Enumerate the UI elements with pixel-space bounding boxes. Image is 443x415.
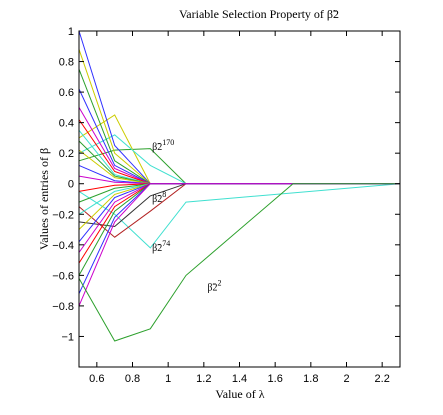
y-tick-label: −0.2	[52, 209, 74, 221]
y-tick-label: −1	[61, 331, 74, 343]
series-line-28	[78, 183, 400, 307]
y-axis-label: Values of entries of β	[37, 148, 51, 250]
y-tick-label: 0	[68, 179, 74, 191]
x-tick-label: 1.8	[303, 373, 318, 385]
x-tick-label: 2	[343, 373, 349, 385]
x-tick-label: 0.6	[89, 373, 104, 385]
y-tick-label: 0.6	[59, 87, 74, 99]
y-tick-label: 0.8	[59, 57, 74, 69]
ticks-layer: 0.6 0.8 1 1.2 1.4 1.6 1.8 2 2.2 −1 −0.8 −0.6 −0.4 −0.…	[52, 26, 400, 385]
y-tick-label: −0.6	[52, 270, 74, 282]
x-axis-label: Value of λ	[215, 387, 264, 401]
plot-frame	[78, 30, 401, 368]
x-tick-label: 0.8	[125, 373, 140, 385]
x-tick-label: 1.6	[268, 373, 283, 385]
annotation-2: β̃28	[152, 190, 166, 205]
annotation-3: β̃274	[152, 239, 170, 254]
x-tick-label: 2.2	[375, 373, 390, 385]
series-line-1	[78, 183, 400, 342]
y-tick-label: 1	[68, 26, 74, 38]
x-tick-label: 1	[165, 373, 171, 385]
x-tick-label: 1.2	[196, 373, 211, 385]
annotation-1: β̃2170	[152, 138, 174, 153]
annotations: β̃2170 β̃28 β̃274 β̃22	[152, 138, 221, 294]
y-tick-label: −0.4	[52, 240, 74, 252]
series-layer	[78, 30, 401, 342]
y-tick-label: 0.4	[59, 118, 74, 130]
annotation-4: β̃22	[207, 279, 221, 294]
y-tick-label: −0.8	[52, 301, 74, 313]
x-tick-label: 1.4	[232, 373, 247, 385]
y-tick-label: 0.2	[59, 148, 74, 160]
plot-background	[79, 31, 400, 367]
chart-title: Variable Selection Property of β̃2	[179, 7, 339, 21]
